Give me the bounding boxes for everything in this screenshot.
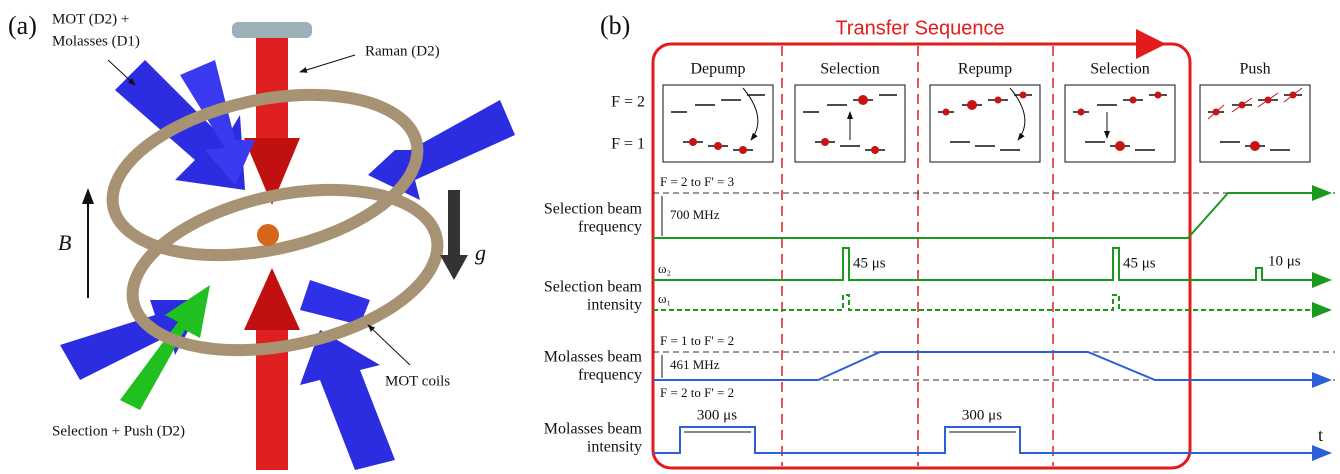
molasses-frequency (653, 351, 1332, 388)
strike (1207, 104, 1225, 120)
sequence-title: Transfer Sequence (835, 17, 1004, 39)
panel-label: (b) (600, 11, 630, 40)
annotation: 45 μs (853, 255, 886, 271)
annotation: ω₁ (658, 291, 671, 306)
pointer (299, 54, 356, 73)
stage-label: Selection (820, 61, 880, 78)
atom (1250, 141, 1260, 151)
annotation: 300 μs (697, 407, 737, 423)
annotation: F = 2 to F' = 2 (660, 385, 734, 400)
mot-beam (300, 280, 370, 325)
row-label: intensity (587, 297, 642, 314)
molasses-intensity (653, 426, 1332, 461)
atom (714, 142, 722, 150)
time-label: t (1318, 425, 1323, 445)
row-label: Selection beam (544, 279, 643, 296)
strike (1257, 92, 1279, 108)
stage-label: Selection (1090, 61, 1150, 78)
atom (1129, 96, 1137, 104)
annotation: ω₂ (658, 261, 671, 276)
strike (1231, 97, 1253, 113)
panel-a: (a) B g MOT (D2) + Molasses (D1) Raman (… (8, 11, 515, 470)
atom (689, 138, 697, 146)
panel-b: (b) Transfer Sequence Depump Selection Rep… (544, 11, 1335, 470)
g-label: g (475, 240, 486, 265)
selection-intensity-w2 (653, 247, 1332, 288)
stage-label: Depump (690, 61, 745, 78)
raman-beam (256, 38, 288, 138)
pointer (107, 59, 136, 86)
row-label: Molasses beam (544, 349, 643, 366)
atom (967, 100, 977, 110)
arrow (1009, 87, 1026, 141)
atom (942, 108, 950, 116)
raman-label: Raman (D2) (365, 43, 440, 59)
row-label: intensity (587, 439, 642, 456)
row-label: frequency (578, 367, 642, 384)
dividers (781, 46, 1054, 466)
atom (1115, 141, 1125, 151)
annotation: 700 MHz (670, 207, 720, 222)
coils-label: MOT coils (385, 373, 450, 389)
level-label: F = 2 (611, 94, 645, 111)
atom-cloud (257, 224, 279, 246)
stage-label: Repump (958, 61, 1012, 78)
atom (1154, 91, 1162, 99)
annotation: F = 1 to F' = 2 (660, 333, 734, 348)
selection-intensity-w1 (653, 294, 1332, 318)
strike (1283, 87, 1303, 103)
raman-arrow-lower (244, 268, 300, 330)
mot-beam (300, 330, 395, 470)
mot-label: MOT (D2) + (52, 11, 129, 27)
mot-coil (126, 183, 444, 357)
row-label: Selection beam (544, 201, 643, 218)
stage-box (662, 84, 774, 163)
mot-beam (60, 300, 205, 380)
panel-label: (a) (8, 11, 37, 40)
annotation: 45 μs (1123, 255, 1156, 271)
raman-arrow (244, 138, 300, 205)
arrow (742, 87, 759, 141)
annotation: 10 μs (1268, 253, 1301, 269)
mot-label: Molasses (D1) (52, 33, 140, 49)
atom (739, 146, 747, 154)
stage-label: Push (1239, 61, 1270, 78)
row-label: frequency (578, 219, 642, 236)
title-bg (790, 18, 1050, 40)
selection-frequency (653, 185, 1332, 239)
row-label: Molasses beam (544, 421, 643, 438)
selection-label: Selection + Push (D2) (52, 423, 185, 439)
g-arrow (448, 190, 460, 255)
level-label: F = 1 (611, 136, 645, 153)
pointer (367, 324, 411, 366)
atom (994, 96, 1002, 104)
selection-beam (120, 285, 210, 410)
atom (858, 95, 868, 105)
b-label: B (58, 230, 71, 255)
mot-coil (106, 88, 424, 262)
mot-beam (180, 60, 255, 185)
mirror (232, 22, 312, 38)
annotation: 300 μs (962, 407, 1002, 423)
annotation: F = 2 to F' = 3 (660, 174, 734, 189)
sequence-box (651, 42, 1192, 470)
g-arrow-head (440, 255, 468, 280)
atom (871, 146, 879, 154)
atom (1019, 91, 1027, 99)
atom (1077, 108, 1085, 116)
annotation: 461 MHz (670, 357, 720, 372)
atom (821, 138, 829, 146)
